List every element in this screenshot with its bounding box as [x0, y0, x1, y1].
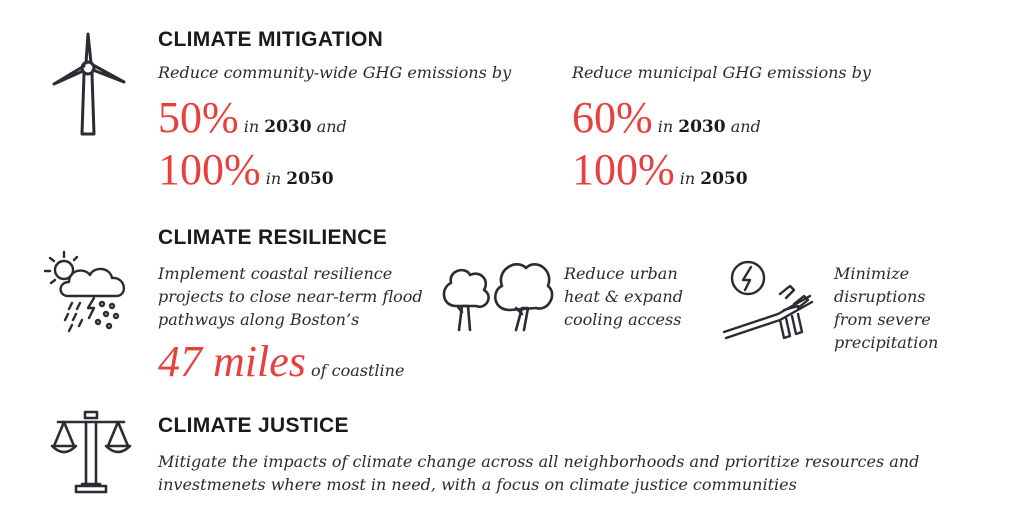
mitigation-heading: CLIMATE MITIGATION [158, 28, 384, 51]
coastline-miles-value: 47 miles [158, 337, 306, 386]
urban-heat-text: Reduce urban heat & expand cooling acces… [564, 264, 683, 329]
community-2050-year: 2050 [286, 169, 334, 189]
municipal-target-intro: Reduce municipal GHG emissions by [572, 63, 871, 82]
municipal-2030-year: 2030 [678, 117, 726, 137]
coastal-resilience-text: Implement coastal resilience projects to… [158, 264, 423, 329]
community-target-2030: 50% in 2030 and [158, 93, 347, 142]
community-2030-percent: 50% [158, 93, 239, 142]
resilience-heading: CLIMATE RESILIENCE [158, 226, 388, 249]
community-target-intro: Reduce community-wide GHG emissions by [158, 63, 512, 82]
community-2030-year: 2030 [264, 117, 312, 137]
justice-heading: CLIMATE JUSTICE [158, 414, 349, 437]
coastline-target: 47 miles of coastline [158, 337, 405, 386]
storm-cloud-icon [36, 240, 136, 340]
community-2050-percent: 100% [158, 145, 261, 194]
municipal-2050-percent: 100% [572, 145, 675, 194]
municipal-target-2050: 100% in 2050 [572, 145, 748, 194]
justice-text: Mitigate the impacts of climate change a… [158, 452, 920, 494]
precipitation-text: Minimize disruptions from severe precipi… [834, 264, 939, 352]
power-substation-icon [718, 254, 826, 354]
trees-icon [436, 250, 561, 335]
community-target-2050: 100% in 2050 [158, 145, 334, 194]
wind-turbine-icon [44, 30, 134, 140]
scales-icon [48, 406, 134, 496]
municipal-2050-year: 2050 [700, 169, 748, 189]
municipal-2030-percent: 60% [572, 93, 653, 142]
municipal-target-2030: 60% in 2030 and [572, 93, 761, 142]
